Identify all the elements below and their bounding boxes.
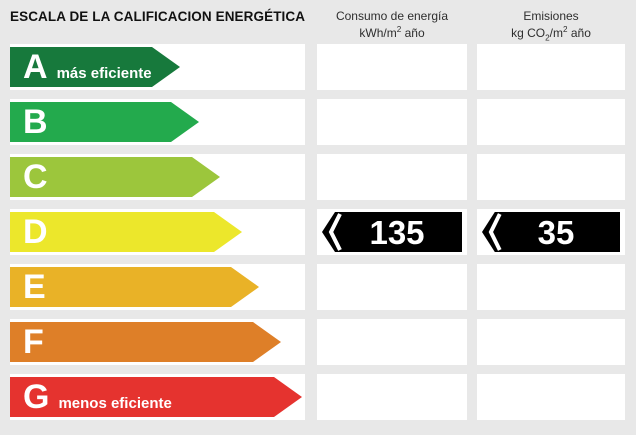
- rating-letter: D: [23, 213, 48, 251]
- scale-cell: B: [10, 99, 305, 145]
- rating-scale-table: A más eficiente B C: [0, 44, 636, 429]
- emissions-pointer: 35: [482, 212, 620, 252]
- rating-row-c: C: [0, 154, 636, 200]
- page-title: ESCALA DE LA CALIFICACION ENERGÉTICA: [10, 9, 306, 24]
- rating-letter: A: [23, 48, 48, 86]
- rating-letter: G: [23, 378, 50, 416]
- rating-letter: E: [23, 268, 46, 306]
- pointer-value: 35: [537, 213, 575, 251]
- rating-label: menos eficiente: [58, 395, 172, 412]
- right-arrow-shape-icon: [10, 212, 242, 252]
- rating-arrow: E: [10, 267, 259, 307]
- rating-arrow: B: [10, 102, 199, 142]
- rating-arrow: A más eficiente: [10, 47, 180, 87]
- rating-letter: C: [23, 158, 48, 196]
- rating-row-d: D 135 35: [0, 209, 636, 255]
- emissions-cell: [477, 44, 625, 90]
- scale-cell: E: [10, 264, 305, 310]
- scale-cell: C: [10, 154, 305, 200]
- rating-row-a: A más eficiente: [0, 44, 636, 90]
- emissions-cell: [477, 264, 625, 310]
- rating-arrow: F: [10, 322, 281, 362]
- emissions-header-title: Emisiones: [523, 9, 579, 23]
- pointer-value: 135: [369, 213, 425, 251]
- emissions-cell: [477, 154, 625, 200]
- rating-arrow: C: [10, 157, 220, 197]
- consumption-column-header: Consumo de energía kWh/m2 año: [317, 8, 467, 42]
- emissions-cell: [477, 374, 625, 420]
- emissions-header-unit: kg CO2/m2 año: [511, 24, 591, 43]
- right-arrow-shape-icon: [10, 377, 302, 417]
- rating-letter: B: [23, 103, 48, 141]
- scale-cell: G menos eficiente: [10, 374, 305, 420]
- consumption-cell: 135: [317, 209, 467, 255]
- left-pointer-icon: [322, 212, 462, 252]
- rating-row-g: G menos eficiente: [0, 374, 636, 420]
- right-arrow-shape-icon: [10, 322, 281, 362]
- emissions-cell: [477, 99, 625, 145]
- right-arrow-shape-icon: [10, 102, 199, 142]
- scale-cell: F: [10, 319, 305, 365]
- right-arrow-shape-icon: [10, 47, 180, 87]
- consumption-cell: [317, 264, 467, 310]
- scale-cell: A más eficiente: [10, 44, 305, 90]
- consumption-header-title: Consumo de energía: [335, 9, 449, 23]
- rating-letter: F: [23, 323, 44, 361]
- right-arrow-shape-icon: [10, 267, 259, 307]
- emissions-cell: [477, 319, 625, 365]
- emissions-column-header: Emisiones kg CO2/m2 año: [477, 8, 625, 42]
- consumption-cell: [317, 154, 467, 200]
- scale-cell: D: [10, 209, 305, 255]
- left-pointer-icon: [482, 212, 620, 252]
- rating-row-f: F: [0, 319, 636, 365]
- consumption-cell: [317, 374, 467, 420]
- right-arrow-shape-icon: [10, 157, 220, 197]
- rating-row-b: B: [0, 99, 636, 145]
- rating-arrow: G menos eficiente: [10, 377, 302, 417]
- consumption-header-unit: kWh/m2 año: [359, 24, 425, 40]
- consumption-pointer: 135: [322, 212, 462, 252]
- rating-row-e: E: [0, 264, 636, 310]
- consumption-cell: [317, 319, 467, 365]
- rating-label: más eficiente: [56, 65, 152, 82]
- consumption-cell: [317, 99, 467, 145]
- consumption-cell: [317, 44, 467, 90]
- emissions-cell: 35: [477, 209, 625, 255]
- rating-arrow: D: [10, 212, 242, 252]
